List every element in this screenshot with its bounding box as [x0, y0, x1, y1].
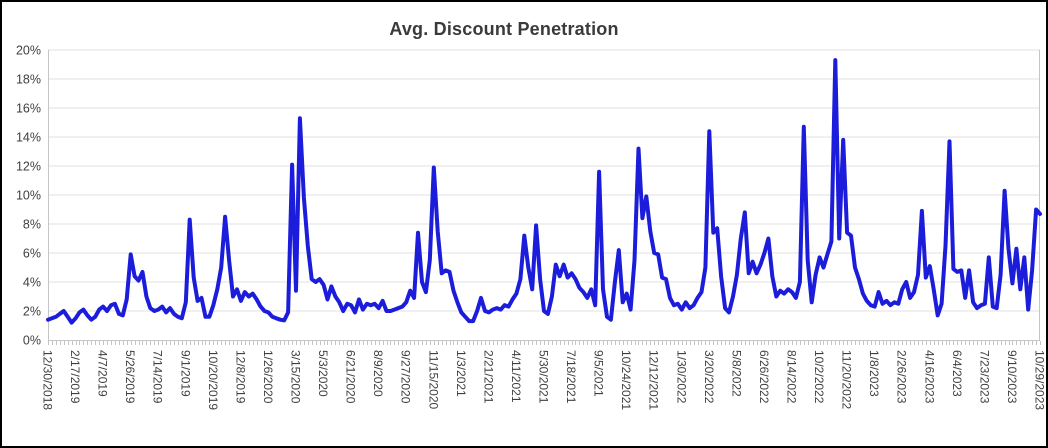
x-axis-label: 5/30/2021 — [537, 350, 551, 404]
y-axis-label: 16% — [16, 102, 41, 116]
x-axis-label: 2/26/2023 — [895, 350, 909, 404]
y-axis-label: 6% — [23, 247, 41, 261]
y-axis-label: 4% — [23, 276, 41, 290]
x-axis-label: 2/21/2021 — [481, 350, 495, 404]
y-axis-label: 10% — [16, 189, 41, 203]
x-axis-label: 9/10/2023 — [1005, 350, 1019, 404]
x-axis-label: 12/12/2021 — [647, 350, 661, 410]
x-axis-label: 1/3/2021 — [454, 350, 468, 397]
x-axis-label: 9/5/2021 — [592, 350, 606, 397]
x-axis-label: 10/24/2021 — [619, 350, 633, 410]
x-axis-label: 9/1/2019 — [178, 350, 192, 397]
x-axis-label: 7/23/2023 — [977, 350, 991, 404]
y-axis-label: 20% — [16, 44, 41, 58]
x-axis-label: 4/7/2019 — [96, 350, 110, 397]
x-axis-label: 12/8/2019 — [233, 350, 247, 404]
x-axis-label: 7/14/2019 — [151, 350, 165, 404]
x-axis-label: 4/11/2021 — [509, 350, 523, 403]
x-axis-label: 6/21/2020 — [344, 350, 358, 404]
data-line — [46, 58, 1042, 325]
x-axis-label: 6/26/2022 — [757, 350, 771, 404]
x-axis-label: 10/20/2019 — [206, 350, 220, 410]
x-axis-label: 4/16/2023 — [922, 350, 936, 404]
y-axis-label: 18% — [16, 73, 41, 87]
x-axis-label: 5/8/2022 — [729, 350, 743, 397]
chart-title: Avg. Discount Penetration — [389, 19, 619, 39]
x-axis-label: 7/18/2021 — [564, 350, 578, 404]
x-axis-label: 2/17/2019 — [68, 350, 82, 404]
x-axis-label: 6/4/2023 — [950, 350, 964, 397]
y-axis-label: 8% — [23, 218, 41, 232]
y-axis-label: 2% — [23, 305, 41, 319]
x-axis-label: 10/2/2022 — [812, 350, 826, 404]
x-axis-label: 8/9/2020 — [371, 350, 385, 397]
x-axis-label: 1/30/2022 — [674, 350, 688, 404]
x-axis-label: 5/3/2020 — [316, 350, 330, 397]
x-axis-label: 8/14/2022 — [785, 350, 799, 404]
x-axis-label: 5/26/2019 — [123, 350, 137, 404]
y-axis-label: 0% — [23, 334, 41, 348]
y-axis-label: 14% — [16, 131, 41, 145]
x-axis-label: 1/8/2023 — [867, 350, 881, 397]
x-axis-label: 10/29/2023 — [1033, 350, 1047, 410]
x-axis-label: 1/26/2020 — [261, 350, 275, 404]
x-axis-label: 11/20/2022 — [840, 350, 854, 409]
x-axis-label: 11/15/2020 — [426, 350, 440, 409]
x-axis-label: 9/27/2020 — [399, 350, 413, 404]
y-axis-label: 12% — [16, 160, 41, 174]
x-axis-label: 3/15/2020 — [289, 350, 303, 404]
x-axis-label: 12/30/2018 — [41, 350, 55, 410]
x-axis-label: 3/20/2022 — [702, 350, 716, 404]
